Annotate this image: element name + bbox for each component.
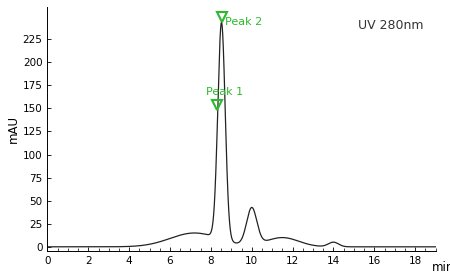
Y-axis label: mAU: mAU (7, 115, 20, 143)
Text: Peak 1: Peak 1 (206, 87, 243, 97)
X-axis label: min: min (432, 261, 450, 274)
Text: Peak 2: Peak 2 (225, 17, 262, 27)
Text: UV 280nm: UV 280nm (359, 19, 424, 32)
